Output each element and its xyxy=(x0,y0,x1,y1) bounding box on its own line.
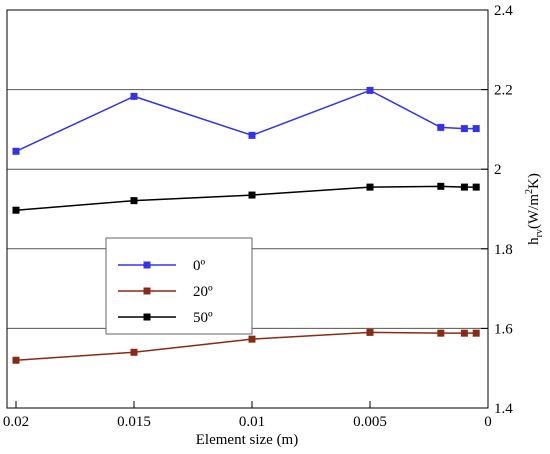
legend-marker xyxy=(143,261,151,269)
data-point xyxy=(460,329,468,337)
data-point xyxy=(472,329,480,337)
plot-frame xyxy=(6,9,489,409)
y-axis-title-unit-post: K) xyxy=(526,173,542,189)
y-tick-label: 1.6 xyxy=(494,321,513,337)
data-point xyxy=(12,147,20,155)
data-point xyxy=(460,183,468,191)
y-tick-label: 1.8 xyxy=(494,242,513,258)
legend-label: 50º xyxy=(193,310,213,326)
data-point xyxy=(472,125,480,133)
legend-label: 20º xyxy=(193,284,213,300)
data-point xyxy=(437,182,445,190)
data-point xyxy=(460,125,468,133)
x-tick-label: 0 xyxy=(484,414,492,430)
y-axis-title-sub: rv xyxy=(534,229,545,237)
x-tick-label: 0.015 xyxy=(117,414,151,430)
data-point xyxy=(12,206,20,214)
data-point xyxy=(472,183,480,191)
series-line xyxy=(15,331,477,361)
data-point xyxy=(248,191,256,199)
series-1 xyxy=(12,328,480,364)
data-point xyxy=(366,86,374,94)
data-point xyxy=(437,329,445,337)
x-tick-label: 0.005 xyxy=(353,414,387,430)
legend-item: 0º xyxy=(118,258,206,274)
tick-labels: 0.02 0.015 0.01 0.005 01.4 1.6 1.8 2 2.2 2.4 xyxy=(3,3,513,430)
series-line xyxy=(15,185,477,211)
y-tick-label: 2 xyxy=(494,162,502,178)
legend-box xyxy=(105,237,253,335)
x-tick-label: 0.02 xyxy=(3,414,29,430)
y-tick-label: 2.4 xyxy=(494,3,513,19)
y-axis-title-unit-sup: 2 xyxy=(524,189,535,194)
tick-marks xyxy=(15,9,489,409)
data-point xyxy=(248,131,256,139)
series-2 xyxy=(12,182,480,214)
y-tick-label: 2.2 xyxy=(494,83,513,99)
y-axis-title-unit-pre: (W/m xyxy=(526,194,542,229)
legend: 0º 20º 50º xyxy=(105,237,253,335)
x-axis-title: Element size (m) xyxy=(196,432,298,448)
legend-item: 50º xyxy=(118,310,213,326)
data-point xyxy=(437,123,445,131)
data-point xyxy=(248,335,256,343)
data-point xyxy=(130,197,138,205)
legend-label: 0º xyxy=(193,258,206,274)
data-point xyxy=(130,92,138,100)
data-point xyxy=(130,348,138,356)
data-point xyxy=(366,328,374,336)
x-tick-label: 0.01 xyxy=(239,414,265,430)
y-axis-title: hrv(W/m2K) xyxy=(524,173,545,245)
series-line xyxy=(15,89,477,152)
y-tick-label: 1.4 xyxy=(494,401,513,417)
legend-marker xyxy=(143,313,151,321)
series-layer xyxy=(12,86,480,364)
data-point xyxy=(366,183,374,191)
legend-item: 20º xyxy=(118,284,213,300)
y-axis-title-base: h xyxy=(526,237,542,245)
series-0 xyxy=(12,86,480,155)
data-point xyxy=(12,356,20,364)
legend-marker xyxy=(143,287,151,295)
